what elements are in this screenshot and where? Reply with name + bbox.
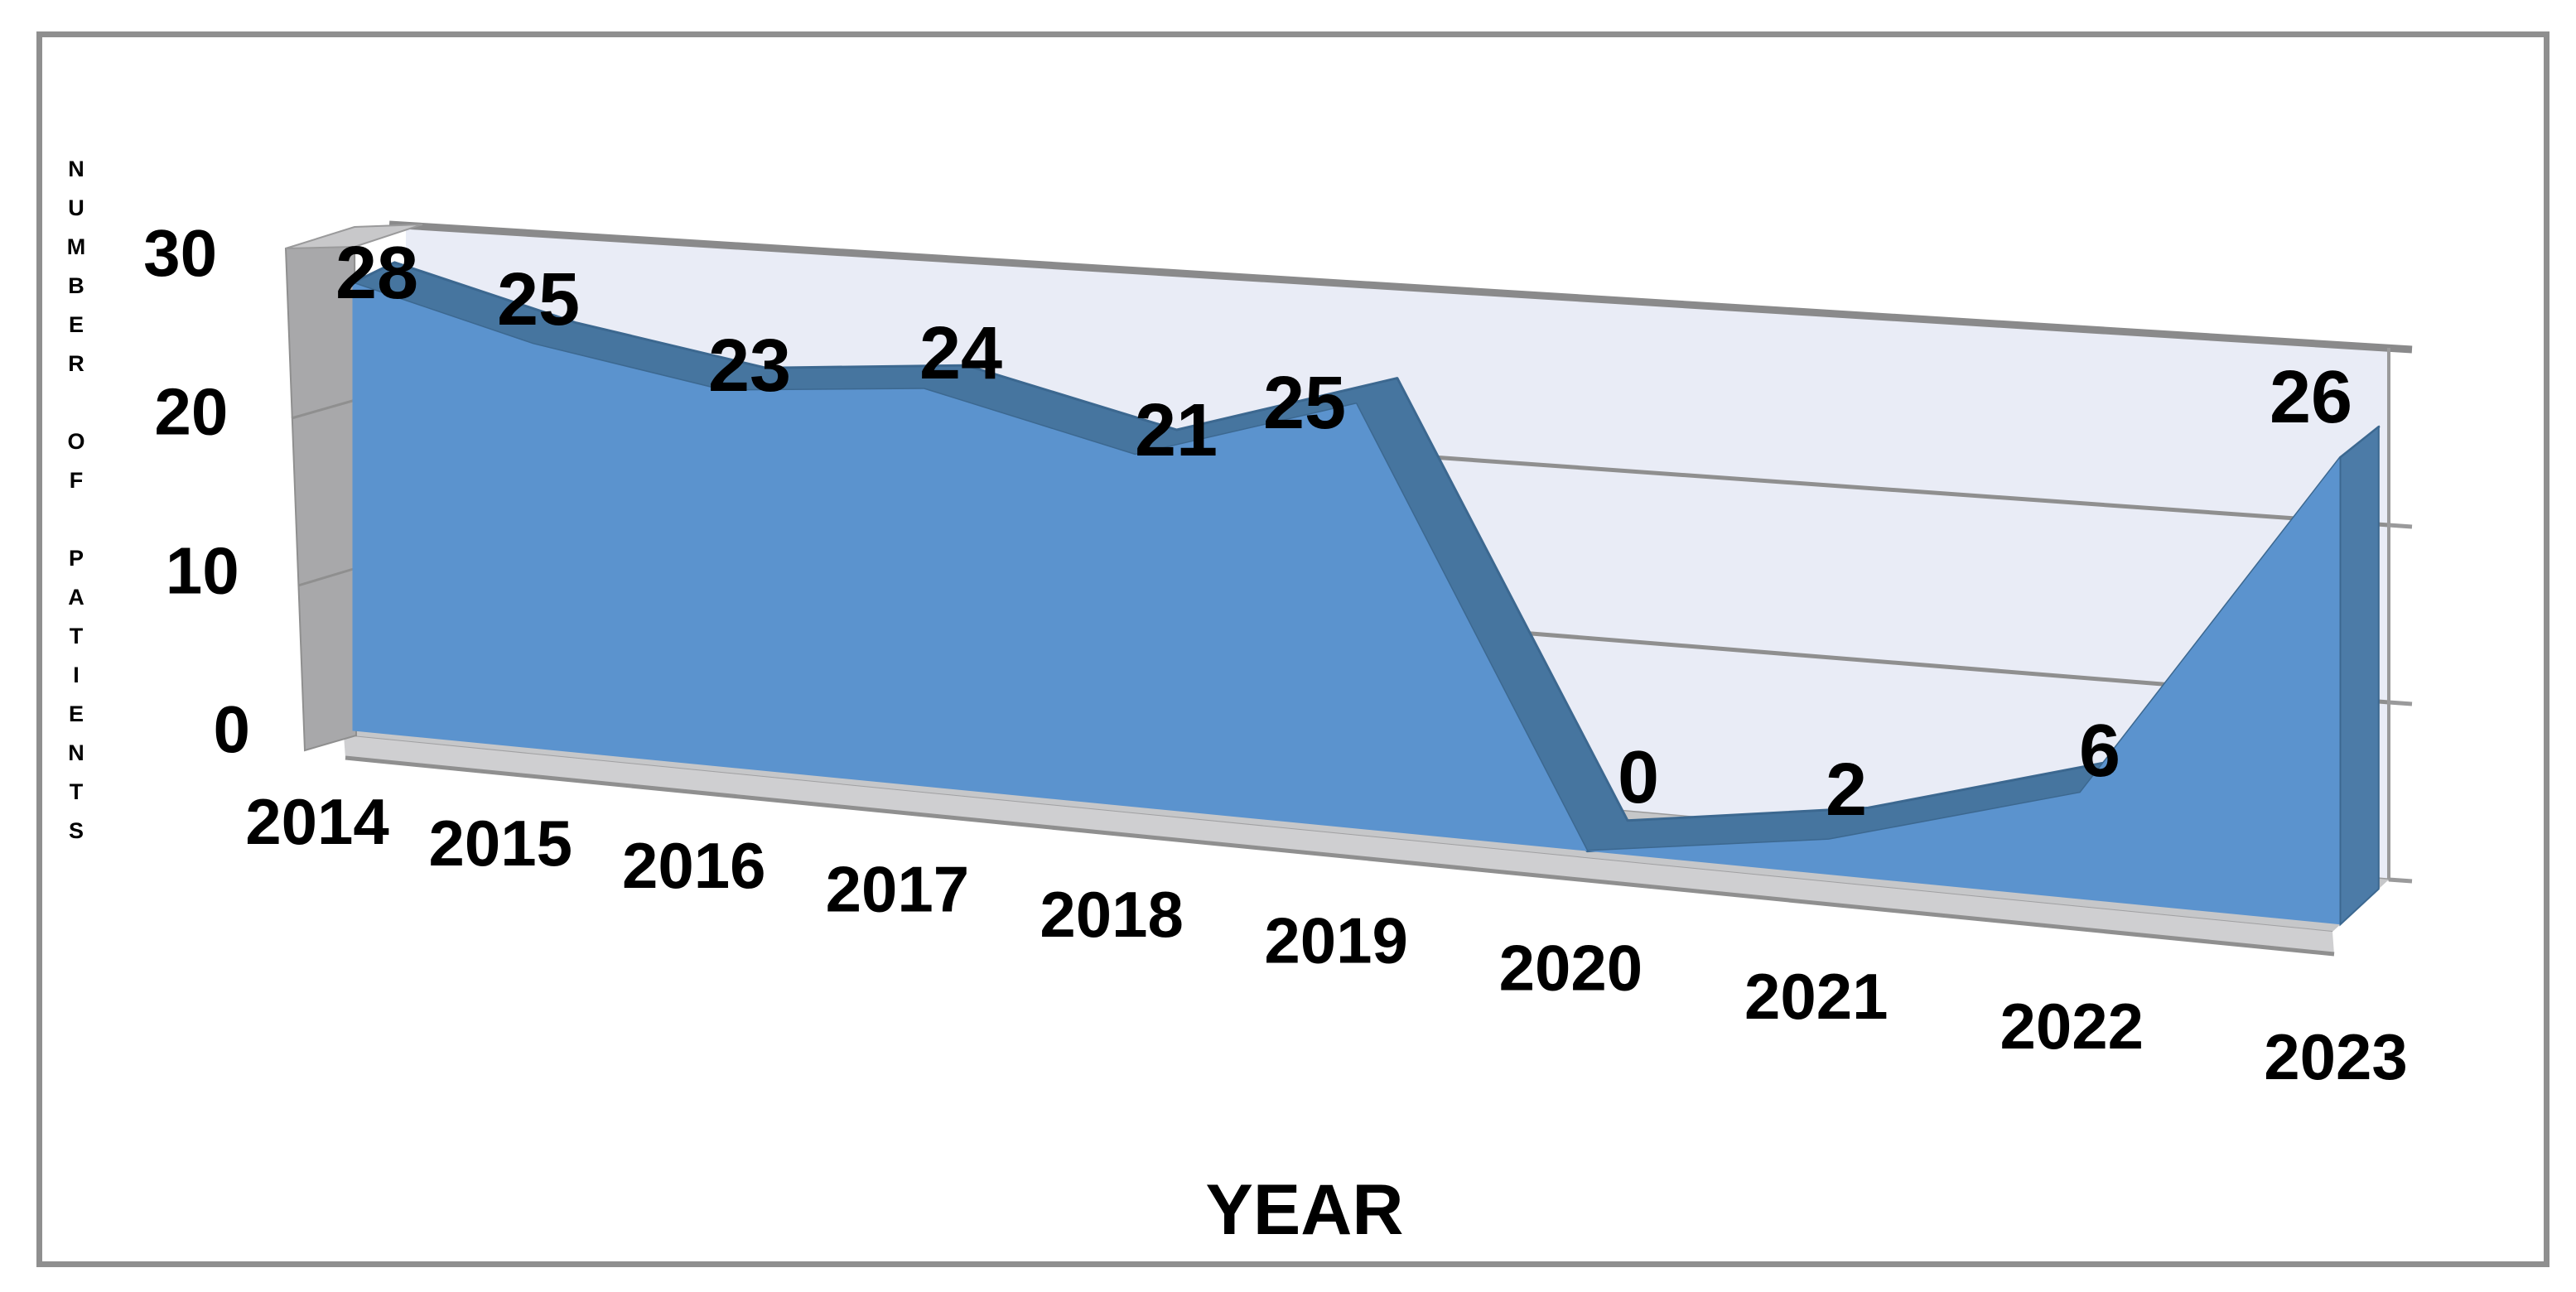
x-tick-label: 2018 [1040,878,1184,951]
y-axis-title-letter: I [73,663,80,687]
y-axis-title-letter: F [70,468,84,493]
y-axis-title-letter: T [70,624,84,648]
x-tick-label: 2015 [429,807,573,880]
data-label: 25 [497,258,580,341]
y-axis-title-letter: P [69,546,84,571]
value-tick-mark [2388,877,2413,884]
value-tick-mark [2388,700,2413,706]
y-axis-title-letter: N [68,157,84,181]
left-wall-tick [297,566,357,587]
x-tick-label: 2023 [2264,1020,2408,1093]
floor-front-slab [344,735,2334,954]
y-axis-title-letter: E [69,701,84,726]
data-label: 25 [1263,362,1346,445]
y-axis-title-letter: T [70,779,84,804]
data-label: 0 [1618,736,1659,819]
back-wall-top-edge [388,220,2413,354]
y-axis-title-letter: S [69,818,84,843]
value-tick-mark [2388,523,2413,529]
data-label: 24 [919,312,1002,395]
y-axis-title-letter: U [68,195,84,220]
data-label: 28 [335,232,418,315]
y-axis-title-letter: O [67,429,84,454]
area-front-face [352,282,2341,925]
area-right-side-face [2339,425,2380,927]
floor-slab-bottom-edge [345,755,2335,957]
y-axis-title-letter: R [68,351,84,376]
x-tick-label: 2022 [2000,990,2144,1063]
y-axis-title-letter: B [68,273,84,298]
y-tick-label: 0 [214,692,251,766]
data-label: 2 [1826,749,1867,832]
data-label: 26 [2270,356,2352,439]
y-axis-title-letter: M [67,234,86,259]
y-tick-label: 10 [166,533,239,607]
x-tick-label: 2021 [1744,960,1889,1033]
left-wall-tick [291,398,356,420]
x-tick-label: 2014 [245,785,389,858]
x-axis-title: YEAR [1206,1170,1404,1250]
y-axis-title-letter: N [68,740,84,765]
x-tick-label: 2016 [622,829,766,902]
data-label: 23 [708,325,791,407]
x-tick-label: 2017 [826,853,970,926]
x-tick-label: 2020 [1499,931,1643,1004]
x-tick-label: 2019 [1264,904,1408,976]
y-axis-title-letter: E [69,312,84,337]
y-tick-label: 20 [154,375,228,449]
left-wall-top-slab [285,224,423,249]
data-label: 6 [2079,710,2120,793]
y-axis-title-letter: A [68,585,84,610]
data-label: 21 [1135,389,1218,472]
y-tick-label: 30 [143,216,217,290]
